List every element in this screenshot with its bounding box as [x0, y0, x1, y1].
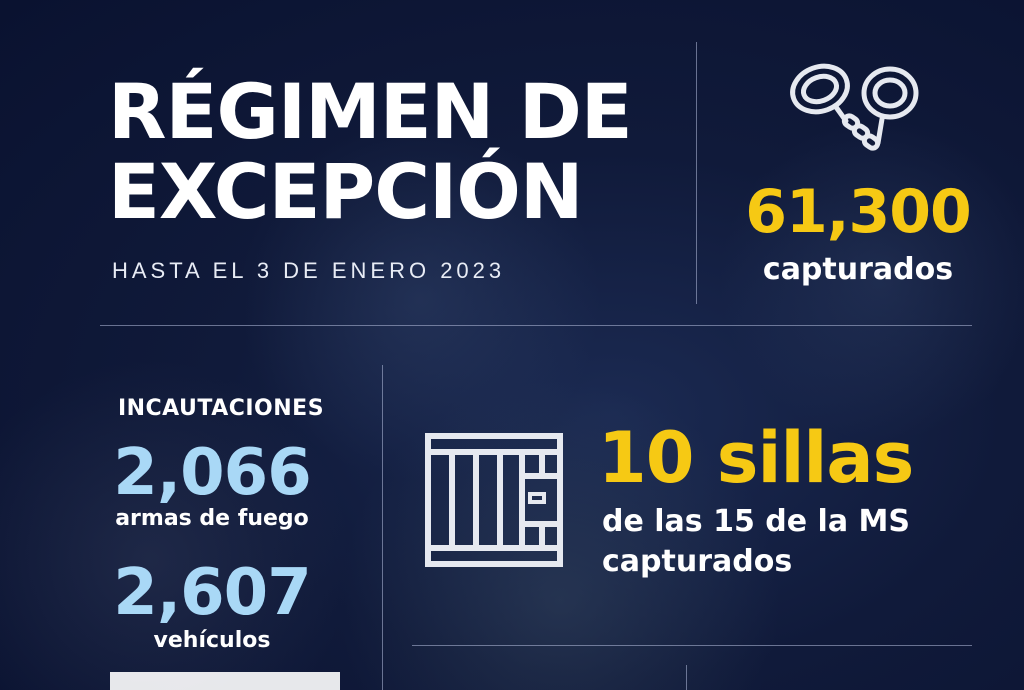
divider-bottom-horizontal — [412, 645, 972, 646]
divider-middle-horizontal — [100, 325, 972, 326]
captured-count: 61,300 — [745, 177, 972, 247]
vehicles-count: 2,607 — [113, 556, 311, 630]
divider-top-vertical — [696, 42, 697, 304]
divider-bottom-small — [686, 665, 687, 690]
jail-cell-icon — [425, 433, 563, 567]
seizures-title: INCAUTACIONES — [117, 396, 325, 421]
page-title: RÉGIMEN DE EXCEPCIÓN — [108, 67, 633, 236]
gang-leaders-line2: capturados — [602, 544, 793, 579]
gang-leaders-line1: de las 15 de la MS — [602, 504, 910, 539]
vehicles-label: vehículos — [153, 628, 271, 653]
gang-leaders-caption: de las 15 de la MS capturados — [602, 502, 910, 582]
captured-label: capturados — [762, 252, 954, 287]
divider-bottom-vertical — [382, 365, 383, 690]
firearms-count: 2,066 — [113, 436, 311, 510]
cropped-next-stat — [110, 672, 340, 690]
gang-leaders-count: 10 sillas — [598, 417, 914, 499]
subtitle-date: HASTA EL 3 DE ENERO 2023 — [112, 258, 506, 283]
title-line-1: RÉGIMEN DE — [108, 67, 633, 156]
firearms-label: armas de fuego — [115, 506, 309, 531]
handcuffs-icon — [790, 63, 919, 151]
title-line-2: EXCEPCIÓN — [108, 147, 583, 236]
